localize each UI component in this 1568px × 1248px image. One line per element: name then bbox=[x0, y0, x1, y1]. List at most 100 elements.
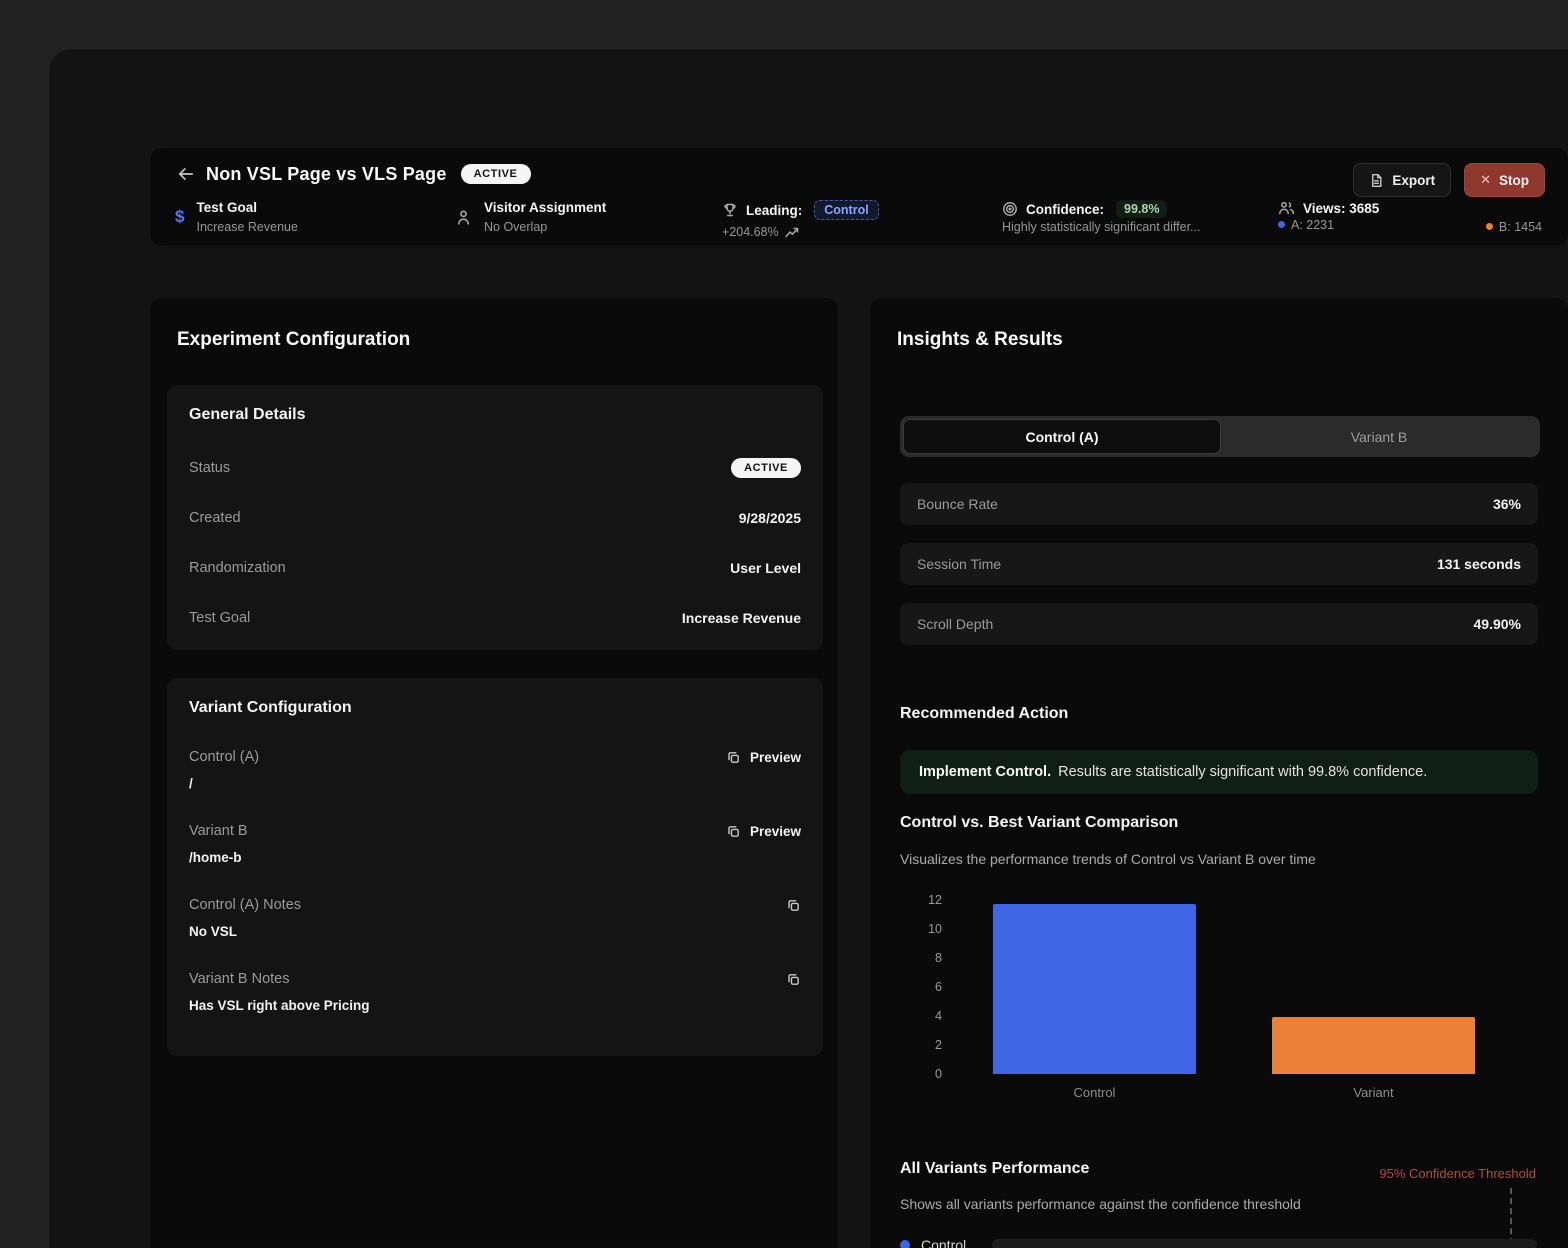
y-tick: 6 bbox=[935, 980, 942, 994]
y-tick: 2 bbox=[935, 1038, 942, 1052]
scroll-depth-label: Scroll Depth bbox=[917, 616, 994, 632]
variant-b-item: Variant B Preview /home-b bbox=[189, 821, 801, 865]
stat-test-goal-value: Increase Revenue bbox=[196, 220, 298, 234]
status-value-badge: ACTIVE bbox=[731, 458, 801, 478]
control-dot bbox=[900, 1240, 910, 1248]
test-goal-label: Test Goal bbox=[189, 610, 251, 626]
export-button-label: Export bbox=[1392, 172, 1436, 188]
randomization-row: Randomization User Level bbox=[189, 557, 801, 579]
stat-leading: Leading: Control +204.68% bbox=[722, 200, 879, 239]
document-icon bbox=[1372, 173, 1382, 187]
y-tick: 4 bbox=[935, 1009, 942, 1023]
y-tick: 8 bbox=[935, 951, 942, 965]
control-bar bbox=[993, 904, 1196, 1074]
recommendation-card: Implement Control. Results are statistic… bbox=[900, 750, 1538, 794]
confidence-threshold-label: 95% Confidence Threshold bbox=[1379, 1166, 1536, 1181]
created-value: 9/28/2025 bbox=[738, 510, 801, 526]
metric-scroll-depth: Scroll Depth 49.90% bbox=[900, 603, 1538, 645]
y-tick: 10 bbox=[928, 922, 942, 936]
copy-icon bbox=[728, 751, 739, 763]
tab-control-a[interactable]: Control (A) bbox=[903, 419, 1221, 454]
copy-icon bbox=[788, 899, 799, 911]
general-details-title: General Details bbox=[189, 406, 306, 423]
views-b-count: B: 1454 bbox=[1498, 220, 1542, 234]
leading-variant-badge: Control bbox=[814, 200, 879, 220]
tab-variant-b[interactable]: Variant B bbox=[1350, 428, 1408, 445]
variant-b-preview-button[interactable]: Preview bbox=[726, 824, 801, 839]
variant-tabs: Control (A) Variant B bbox=[900, 416, 1540, 457]
randomization-value: User Level bbox=[730, 560, 801, 576]
created-row: Created 9/28/2025 bbox=[189, 507, 801, 529]
control-a-notes-value: No VSL bbox=[189, 924, 238, 939]
comparison-chart-subtitle: Visualizes the performance trends of Con… bbox=[900, 851, 1316, 867]
recommendation-detail: Results are statistically significant wi… bbox=[1058, 764, 1428, 780]
insights-panel-title: Insights & Results bbox=[897, 329, 1063, 350]
config-panel-title: Experiment Configuration bbox=[177, 329, 411, 350]
experiment-header: Non VSL Page vs VLS Page ACTIVE Export ✕… bbox=[149, 147, 1568, 247]
session-time-label: Session Time bbox=[917, 556, 1002, 572]
control-a-label: Control (A) bbox=[189, 749, 260, 765]
test-goal-row: Test Goal Increase Revenue bbox=[189, 607, 801, 629]
stat-views: Views: 3685 A: 2231 bbox=[1278, 200, 1379, 234]
all-variants-subtitle: Shows all variants performance against t… bbox=[900, 1196, 1301, 1212]
variant-configuration-title: Variant Configuration bbox=[189, 699, 352, 716]
variant-bar-label: Variant bbox=[1353, 1085, 1394, 1100]
variant-b-preview-label: Preview bbox=[749, 823, 801, 839]
confidence-badge: 99.8% bbox=[1116, 200, 1168, 218]
variant-bar bbox=[1272, 1017, 1475, 1074]
y-tick: 0 bbox=[935, 1067, 942, 1081]
created-label: Created bbox=[189, 510, 241, 526]
comparison-bar-chart: 12 10 8 6 4 2 0 Control Variant bbox=[920, 893, 1540, 1125]
general-details-card: General Details Status ACTIVE Created 9/… bbox=[167, 385, 823, 650]
recommended-action-title: Recommended Action bbox=[900, 705, 1069, 722]
variant-configuration-card: Variant Configuration Control (A) Previe… bbox=[167, 678, 823, 1056]
control-performance-row: Control bbox=[900, 1237, 1537, 1248]
header-actions: Export ✕ Stop bbox=[1353, 163, 1545, 197]
stat-confidence: Confidence: 99.8% Highly statistically s… bbox=[1002, 200, 1200, 236]
person-icon bbox=[458, 210, 469, 225]
stat-leading-label: Leading: bbox=[746, 202, 803, 218]
bounce-rate-label: Bounce Rate bbox=[917, 496, 998, 512]
comparison-chart-title: Control vs. Best Variant Comparison bbox=[900, 814, 1179, 831]
stat-test-goal: $ Test Goal Increase Revenue bbox=[175, 200, 298, 234]
metric-session-time: Session Time 131 seconds bbox=[900, 543, 1538, 585]
x-icon: ✕ bbox=[1480, 172, 1491, 187]
export-button[interactable]: Export bbox=[1353, 163, 1452, 197]
y-tick: 12 bbox=[928, 893, 942, 907]
recommendation-highlight: Implement Control. bbox=[919, 764, 1052, 780]
stop-button[interactable]: ✕ Stop bbox=[1464, 163, 1545, 197]
views-a-count: A: 2231 bbox=[1291, 218, 1335, 232]
variant-b-notes-label: Variant B Notes bbox=[189, 971, 290, 987]
variant-b-url: /home-b bbox=[189, 850, 242, 865]
control-a-url: / bbox=[189, 776, 193, 791]
arrow-left-icon bbox=[178, 168, 194, 180]
copy-variant-notes-button[interactable] bbox=[786, 972, 801, 987]
stat-visitor-assignment-value: No Overlap bbox=[484, 220, 548, 234]
status-badge: ACTIVE bbox=[460, 164, 531, 184]
copy-icon bbox=[728, 825, 739, 837]
trophy-icon bbox=[724, 203, 736, 217]
control-bar-label: Control bbox=[1073, 1085, 1116, 1100]
variant-a-dot bbox=[1278, 221, 1285, 228]
page-title: Non VSL Page vs VLS Page bbox=[206, 163, 447, 184]
dollar-icon: $ bbox=[175, 207, 185, 226]
stat-views-b: B: 1454 bbox=[1485, 220, 1542, 234]
stop-button-label: Stop bbox=[1499, 172, 1529, 188]
target-icon bbox=[1003, 202, 1017, 216]
back-button[interactable] bbox=[172, 160, 200, 188]
leading-delta: +204.68% bbox=[722, 225, 779, 239]
randomization-label: Randomization bbox=[189, 560, 286, 576]
stat-views-label: Views: 3685 bbox=[1303, 200, 1380, 216]
status-label: Status bbox=[189, 460, 231, 476]
variant-b-notes-value: Has VSL right above Pricing bbox=[189, 998, 370, 1013]
variant-b-dot bbox=[1485, 223, 1493, 230]
control-a-preview-button[interactable]: Preview bbox=[726, 750, 801, 765]
copy-control-notes-button[interactable] bbox=[786, 898, 801, 913]
all-variants-title: All Variants Performance bbox=[900, 1160, 1090, 1177]
control-a-notes-item: Control (A) Notes No VSL bbox=[189, 895, 801, 939]
copy-icon bbox=[788, 973, 799, 985]
people-icon bbox=[1279, 201, 1295, 215]
experiment-configuration-panel: Experiment Configuration General Details… bbox=[149, 297, 839, 1248]
stat-confidence-label: Confidence: bbox=[1026, 201, 1105, 217]
test-goal-value: Increase Revenue bbox=[681, 610, 801, 626]
